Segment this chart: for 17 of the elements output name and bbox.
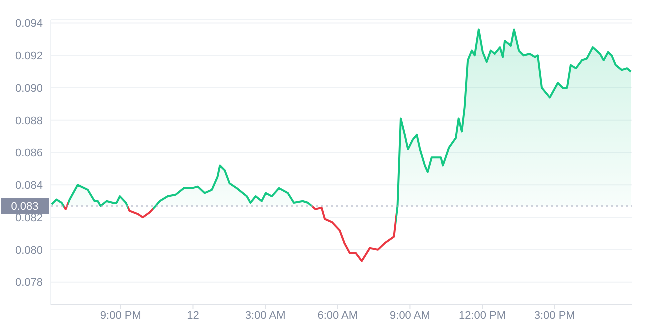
x-tick-label: 6:00 AM [318,310,358,322]
ref-line-label: 0.083 [11,201,39,214]
y-tick-label: 0.090 [15,82,43,95]
x-tick-label: 9:00 PM [100,310,142,322]
x-tick-label: 9:00 AM [390,310,430,322]
y-tick-label: 0.082 [15,212,43,224]
y-tick-label: 0.092 [15,50,43,63]
y-tick-label: 0.084 [15,180,43,192]
y-tick-label: 0.078 [15,277,43,290]
y-tick-label: 0.086 [15,148,43,160]
y-tick-label: 0.080 [15,244,43,257]
y-tick-label: 0.088 [15,115,43,128]
x-tick-label: 12:00 PM [458,310,506,322]
y-tick-label: 0.094 [15,18,43,30]
x-tick-label: 3:00 PM [534,310,576,322]
x-tick-label: 3:00 AM [245,310,286,322]
x-tick-label: 12 [187,310,200,322]
